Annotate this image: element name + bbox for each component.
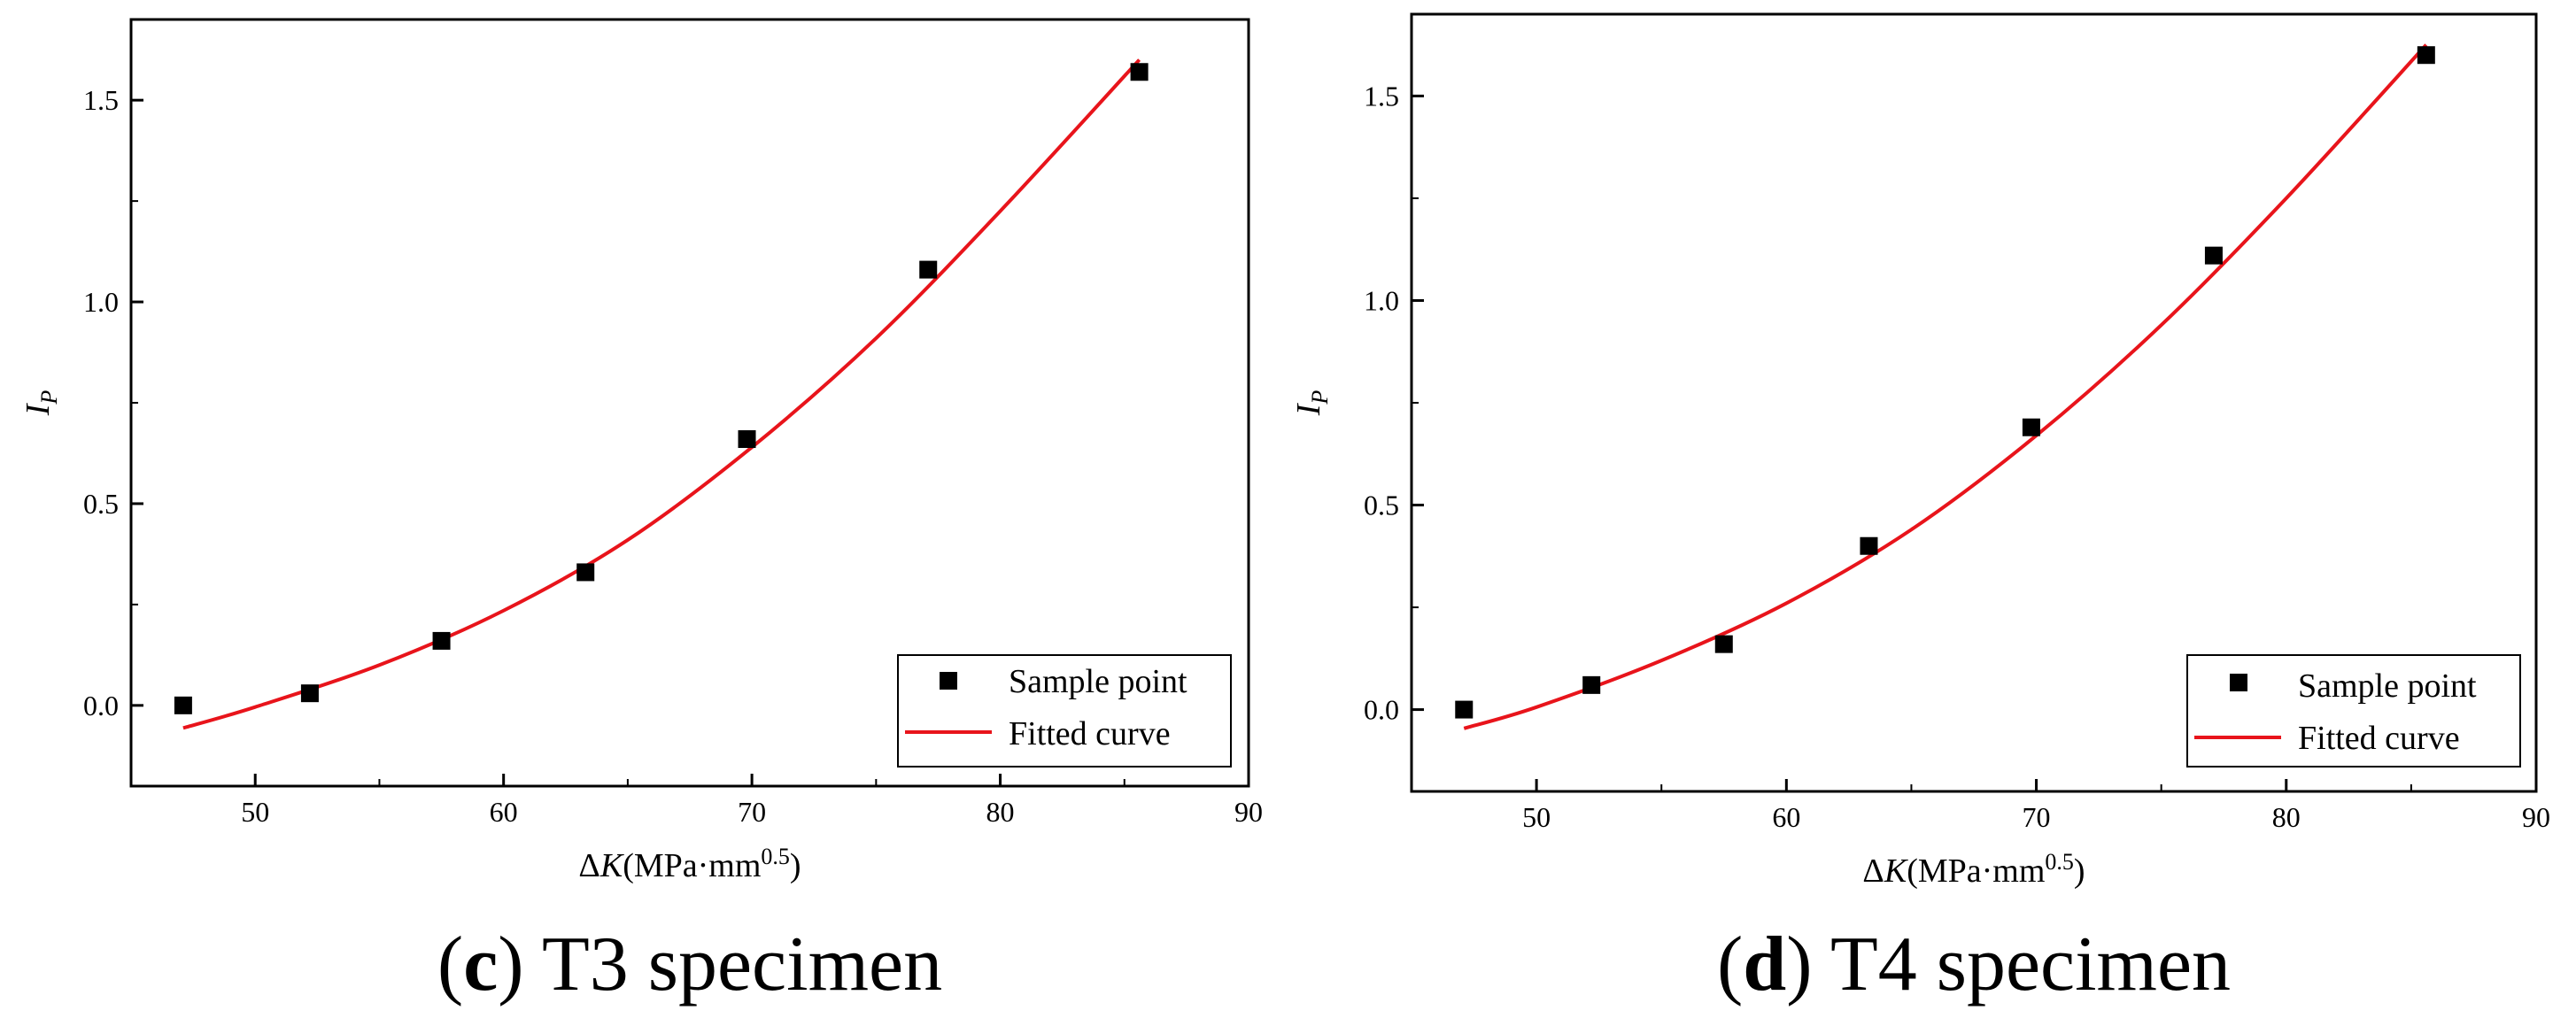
sample-point bbox=[1582, 675, 1601, 694]
x-axis-label: ΔK(MPa·mm0.5) bbox=[1862, 849, 2085, 890]
legend: Sample point Fitted curve bbox=[897, 654, 1232, 768]
x-tick-label: 90 bbox=[2522, 801, 2550, 833]
y-tick-label: 0.5 bbox=[1364, 490, 1399, 521]
legend-marker-icon bbox=[2230, 674, 2247, 691]
y-axis-ticks: 0.0 0.5 1.0 1.5 bbox=[1364, 80, 1424, 726]
legend-fit-label: Fitted curve bbox=[2298, 720, 2460, 757]
fitted-curve-line bbox=[1463, 43, 2428, 730]
panel-caption: (c) T3 specimen bbox=[437, 922, 942, 1007]
x-tick-label: 90 bbox=[1234, 796, 1263, 828]
y-axis-label: IP bbox=[1290, 390, 1333, 417]
x-tick-label: 80 bbox=[2272, 801, 2301, 833]
chart-panel-c: 50 60 70 80 90 0.00.51.01.5 IP ΔK(MPa·mm0.5)… bbox=[19, 18, 1263, 1007]
svg-text:IP: IP bbox=[19, 390, 62, 417]
sample-point bbox=[2204, 246, 2223, 265]
x-tick-label: 80 bbox=[986, 796, 1015, 828]
sample-point bbox=[300, 684, 319, 703]
legend: Sample point Fitted curve bbox=[2186, 654, 2521, 768]
y-tick-label: 1.0 bbox=[1364, 284, 1399, 316]
sample-point bbox=[1130, 63, 1149, 81]
sample-point bbox=[2417, 46, 2435, 65]
data-marks bbox=[1455, 43, 2435, 730]
y-tick-label: 1.5 bbox=[1364, 80, 1399, 112]
legend-points-label: Sample point bbox=[1009, 663, 1187, 700]
y-tick-label: 0.0 bbox=[1364, 694, 1399, 726]
legend-marker-icon bbox=[940, 672, 957, 690]
y-axis-ticks: 0.0 0.5 1.0 1.5 bbox=[83, 84, 143, 721]
legend-points-label: Sample point bbox=[2298, 667, 2477, 705]
x-tick-label: 60 bbox=[1772, 801, 1800, 833]
x-tick-label: 70 bbox=[738, 796, 766, 828]
x-tick-label: 50 bbox=[241, 796, 269, 828]
sample-point bbox=[1714, 635, 1733, 653]
sample-point bbox=[738, 430, 756, 449]
x-tick-label: 60 bbox=[490, 796, 518, 828]
y-tick-label: 1.0 bbox=[83, 286, 119, 318]
sample-point bbox=[1860, 536, 1878, 555]
chart-panel-d: 50 60 70 80 90 0.0 0.5 1.0 1.5 IP ΔK(MPa·mm0.5)… bbox=[1290, 12, 2550, 1007]
y-axis-label: IP bbox=[19, 390, 62, 417]
y-tick-label: 0.5 bbox=[83, 488, 119, 520]
sample-point bbox=[919, 260, 938, 279]
y-tick-label: 1.5 bbox=[83, 84, 119, 116]
data-marks bbox=[174, 58, 1149, 730]
sample-point bbox=[576, 563, 595, 582]
panel-caption: (d) T4 specimen bbox=[1717, 922, 2231, 1007]
sample-point bbox=[2022, 418, 2040, 436]
x-tick-label: 70 bbox=[2023, 801, 2051, 833]
legend-fit-label: Fitted curve bbox=[1009, 715, 1171, 752]
x-axis-ticks: 50 60 70 80 90 bbox=[130, 774, 1263, 828]
x-tick-label: 50 bbox=[1522, 801, 1551, 833]
sample-point bbox=[174, 696, 192, 714]
sample-point bbox=[1455, 700, 1474, 719]
y-tick-label: 0.0 bbox=[83, 690, 119, 721]
sample-point bbox=[432, 631, 451, 650]
svg-text:IP: IP bbox=[1290, 390, 1333, 417]
fitted-curve-line bbox=[182, 58, 1141, 730]
x-axis-ticks: 50 60 70 80 90 bbox=[1411, 779, 2550, 833]
